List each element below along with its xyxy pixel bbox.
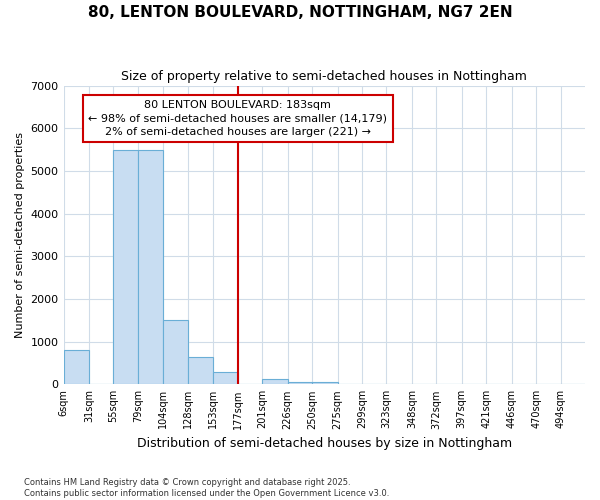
Bar [113, 150, 138, 384]
Title: Size of property relative to semi-detached houses in Nottingham: Size of property relative to semi-detach… [121, 70, 527, 83]
Bar [287, 382, 312, 384]
Text: 80 LENTON BOULEVARD: 183sqm
← 98% of semi-detached houses are smaller (14,179)
2: 80 LENTON BOULEVARD: 183sqm ← 98% of sem… [88, 100, 387, 137]
Bar [138, 150, 163, 384]
Bar [213, 372, 238, 384]
Text: 80, LENTON BOULEVARD, NOTTINGHAM, NG7 2EN: 80, LENTON BOULEVARD, NOTTINGHAM, NG7 2E… [88, 5, 512, 20]
Text: Contains HM Land Registry data © Crown copyright and database right 2025.
Contai: Contains HM Land Registry data © Crown c… [24, 478, 389, 498]
Bar [262, 379, 287, 384]
Bar [188, 356, 213, 384]
Y-axis label: Number of semi-detached properties: Number of semi-detached properties [15, 132, 25, 338]
Bar [312, 382, 338, 384]
Bar [163, 320, 188, 384]
X-axis label: Distribution of semi-detached houses by size in Nottingham: Distribution of semi-detached houses by … [137, 437, 512, 450]
Bar [64, 350, 89, 384]
